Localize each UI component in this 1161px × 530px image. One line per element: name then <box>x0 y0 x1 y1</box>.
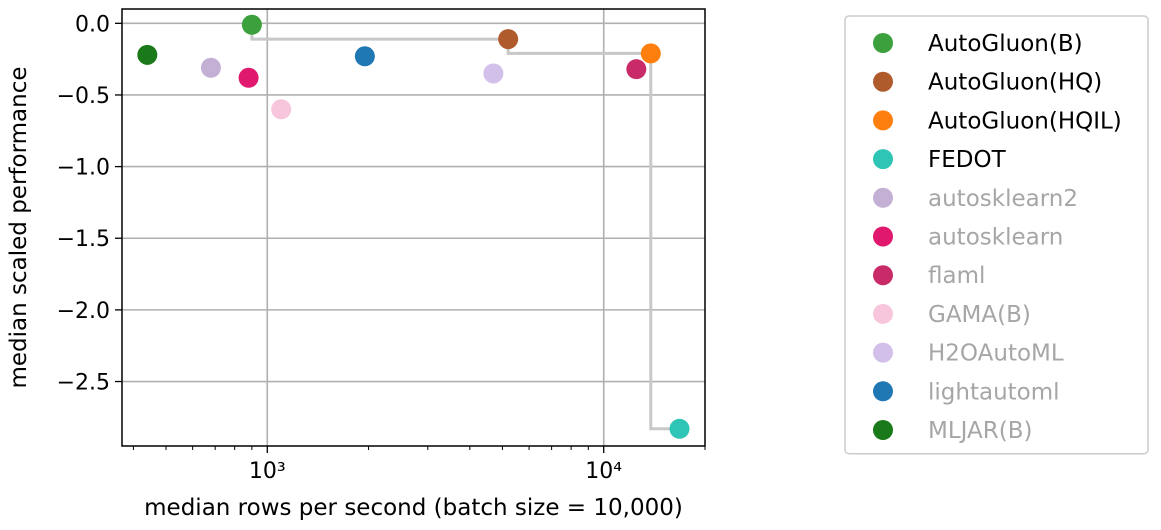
point-autogluon-hq- <box>498 29 519 50</box>
legend-box <box>844 15 1149 455</box>
y-tick-label: −2.0 <box>57 299 110 324</box>
legend-label: autosklearn <box>928 225 1063 251</box>
legend-item: FEDOT <box>873 147 1007 173</box>
legend-marker <box>873 187 893 208</box>
legend-item: AutoGluon(B) <box>873 31 1083 57</box>
data-points <box>137 14 690 439</box>
legend-label: lightautoml <box>928 379 1060 405</box>
legend-marker <box>873 303 893 324</box>
legend-label: MLJAR(B) <box>928 418 1032 444</box>
legend-item: GAMA(B) <box>873 302 1031 328</box>
point-autosklearn2 <box>200 57 221 78</box>
legend-item: flaml <box>873 263 985 289</box>
legend-label: flaml <box>928 263 985 289</box>
legend-marker <box>873 71 893 92</box>
x-tick-label: 10⁴ <box>585 459 622 484</box>
legend: AutoGluon(B) AutoGluon(HQ) AutoGluon(HQIL)… <box>844 15 1149 455</box>
legend-item: AutoGluon(HQ) <box>873 70 1102 96</box>
point-fedot <box>669 418 690 439</box>
legend-label: H2OAutoML <box>928 341 1064 367</box>
y-tick-label: −0.5 <box>57 84 110 109</box>
pareto-step-line <box>250 24 680 431</box>
y-tick-label: −1.5 <box>57 227 110 252</box>
axis-ticks: 0.0 −0.5 −1.0 −1.5 −2.0 −2.5 10³ 10⁴ <box>57 12 706 484</box>
legend-label: AutoGluon(HQIL) <box>928 108 1122 134</box>
x-tick-label: 10³ <box>249 459 286 484</box>
point-autogluon-hqil- <box>640 43 661 64</box>
legend-marker <box>873 149 893 170</box>
point-gama-b- <box>271 99 292 120</box>
x-axis-label: median rows per second (batch size = 10,… <box>144 495 683 521</box>
legend-label: autosklearn2 <box>928 186 1078 212</box>
grid <box>122 9 705 446</box>
legend-label: AutoGluon(B) <box>928 31 1083 57</box>
pareto-front-line <box>250 24 680 431</box>
point-flaml <box>626 59 647 80</box>
legend-item: AutoGluon(HQIL) <box>873 108 1122 134</box>
y-tick-label: 0.0 <box>75 12 110 37</box>
legend-marker <box>873 265 893 286</box>
point-autogluon-b- <box>241 14 262 35</box>
point-lightautoml <box>354 46 375 67</box>
legend-label: AutoGluon(HQ) <box>928 70 1102 96</box>
legend-label: FEDOT <box>928 147 1007 173</box>
legend-item: H2OAutoML <box>873 341 1064 367</box>
legend-item: lightautoml <box>873 379 1060 405</box>
point-autosklearn <box>238 67 259 88</box>
legend-marker <box>873 33 893 53</box>
legend-marker <box>873 381 893 402</box>
point-h2oautoml <box>483 63 504 84</box>
y-tick-label: −1.0 <box>57 156 110 181</box>
point-mljar-b- <box>137 44 158 65</box>
plot-area-frame <box>121 8 706 447</box>
legend-marker <box>873 110 893 131</box>
legend-marker <box>873 420 893 440</box>
y-axis-label: median scaled performance <box>6 67 32 389</box>
legend-marker <box>873 342 893 363</box>
y-tick-label: −2.5 <box>57 371 110 396</box>
legend-label: GAMA(B) <box>928 302 1031 328</box>
legend-item: MLJAR(B) <box>873 418 1032 444</box>
legend-item: autosklearn <box>873 225 1063 251</box>
legend-item: autosklearn2 <box>873 186 1078 212</box>
legend-marker <box>873 226 893 247</box>
